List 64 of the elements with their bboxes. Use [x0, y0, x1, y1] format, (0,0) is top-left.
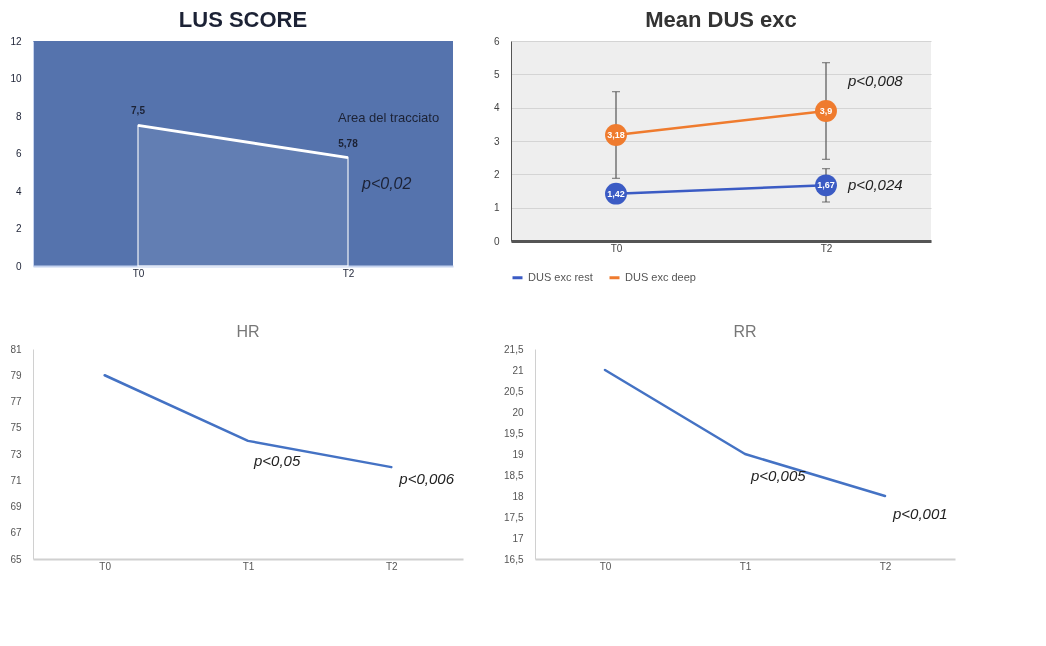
y-tick-label: 81: [10, 343, 22, 355]
y-tick-label: 21: [512, 364, 524, 376]
legend-label: DUS exc deep: [625, 270, 696, 283]
y-tick-label: 21,5: [504, 343, 524, 355]
y-tick-label: 71: [10, 474, 22, 486]
y-tick-label: 2: [493, 168, 500, 180]
y-tick-label: 3: [493, 135, 500, 147]
data-label: 3,18: [607, 130, 625, 140]
legend-label: DUS exc rest: [528, 270, 593, 283]
y-tick-label: 20: [512, 406, 524, 418]
y-tick-label: 1: [493, 202, 500, 214]
y-tick-label: 5: [493, 68, 500, 80]
y-tick-label: 19,5: [504, 427, 524, 439]
y-tick-label: 17,5: [504, 511, 524, 523]
y-tick-label: 2: [15, 223, 22, 234]
annotation: p<0,024: [847, 176, 903, 194]
annotation: p<0,005: [750, 467, 807, 484]
y-tick-label: 0: [493, 235, 500, 247]
y-tick-label: 79: [10, 369, 22, 381]
chart-title: LUS SCORE: [178, 7, 308, 32]
x-tick-label: T0: [99, 560, 112, 572]
y-tick-label: 6: [15, 148, 22, 159]
y-tick-label: 75: [10, 422, 22, 434]
data-label: 3,9: [819, 106, 833, 116]
y-tick-label: 6: [493, 35, 500, 47]
data-label: 7,5: [131, 105, 146, 117]
x-tick-label: T2: [820, 242, 833, 254]
chart-title: RR: [733, 323, 757, 340]
annotation: Area del tracciato: [338, 109, 440, 125]
y-tick-label: 16,5: [504, 553, 524, 565]
y-tick-label: 0: [15, 260, 22, 272]
y-tick-label: 4: [493, 102, 500, 114]
data-label: 5,78: [338, 137, 359, 149]
annotation: p<0,008: [847, 72, 904, 89]
y-tick-label: 18,5: [504, 469, 524, 481]
data-label: 1,67: [817, 180, 835, 191]
y-tick-label: 8: [15, 110, 22, 122]
chart-title: Mean DUS exc: [645, 7, 797, 32]
y-tick-label: 10: [10, 73, 22, 84]
annotation: p<0,02: [361, 174, 412, 192]
y-tick-label: 20,5: [504, 385, 524, 397]
y-tick-label: 18: [512, 490, 524, 502]
y-tick-label: 19: [512, 448, 524, 460]
y-tick-label: 65: [10, 553, 22, 565]
x-tick-label: T2: [342, 267, 355, 279]
y-tick-label: 12: [10, 35, 22, 47]
x-tick-label: T1: [739, 560, 752, 572]
y-tick-label: 73: [10, 448, 22, 460]
chart-title: HR: [236, 323, 260, 340]
y-tick-label: 69: [10, 501, 22, 512]
annotation: p<0,05: [253, 451, 301, 469]
x-tick-label: T0: [599, 560, 612, 572]
x-tick-label: T1: [242, 560, 255, 572]
x-tick-label: T0: [132, 267, 145, 279]
y-tick-label: 67: [10, 527, 22, 539]
x-tick-label: T2: [879, 560, 892, 572]
x-tick-label: T2: [386, 560, 399, 572]
y-tick-label: 77: [10, 396, 22, 407]
annotation: p<0,001: [892, 505, 948, 522]
y-tick-label: 17: [512, 532, 524, 544]
x-tick-label: T0: [610, 242, 623, 254]
annotation: p<0,006: [398, 470, 455, 488]
data-label: 1,42: [607, 188, 625, 199]
y-tick-label: 4: [15, 185, 22, 197]
